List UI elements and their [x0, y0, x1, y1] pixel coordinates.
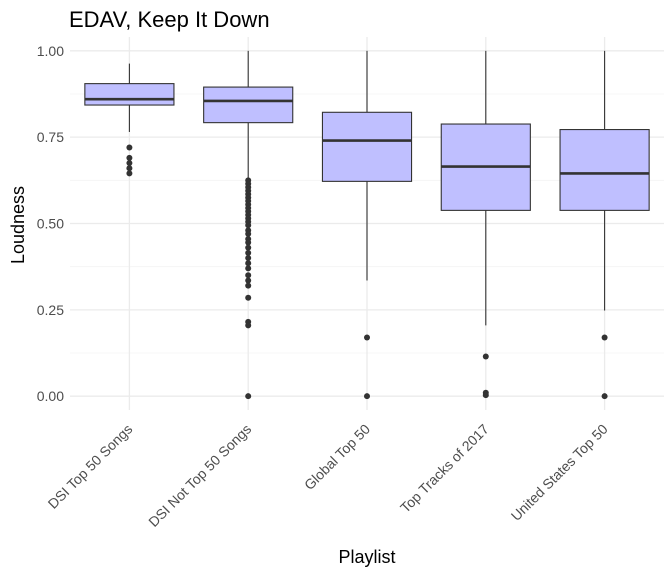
- outlier-point: [245, 255, 252, 262]
- outlier-point: [245, 294, 252, 301]
- box-group: [321, 50, 413, 400]
- x-tick-label: Top Tracks of 2017: [397, 421, 492, 516]
- y-tick-label: 0.50: [37, 216, 64, 232]
- outlier-point: [245, 244, 252, 251]
- outlier-point: [245, 282, 252, 289]
- iqr-box: [84, 83, 175, 106]
- outlier-point: [126, 154, 133, 161]
- iqr-box: [203, 86, 294, 124]
- x-tick-label: DSI Not Top 50 Songs: [145, 421, 254, 530]
- outlier-point: [245, 239, 252, 246]
- x-tick-label: United States Top 50: [508, 421, 611, 524]
- iqr-box: [559, 129, 650, 211]
- x-tick-label: Global Top 50: [301, 421, 373, 493]
- outlier-point: [126, 160, 133, 167]
- box-group: [84, 63, 175, 177]
- outlier-point: [245, 393, 252, 400]
- chart-title: EDAV, Keep It Down: [69, 7, 270, 32]
- y-tick-label: 0.00: [37, 388, 64, 404]
- box-layer: [84, 50, 650, 400]
- outlier-point: [364, 334, 370, 341]
- outlier-point: [245, 265, 252, 272]
- outlier-point: [245, 277, 252, 284]
- outlier-point: [245, 260, 252, 267]
- x-axis-title: Playlist: [338, 547, 395, 567]
- y-tick-label: 0.75: [37, 129, 64, 145]
- outlier-point: [245, 222, 252, 229]
- outlier-point: [126, 170, 133, 177]
- outlier-point: [364, 393, 370, 400]
- outlier-point: [245, 322, 252, 329]
- box-group: [559, 50, 650, 400]
- box-group: [440, 50, 531, 399]
- outlier-point: [126, 144, 133, 151]
- x-tick-label: DSI Top 50 Songs: [45, 421, 136, 512]
- iqr-box: [321, 111, 413, 182]
- outlier-point: [482, 392, 489, 399]
- y-axis-title: Loudness: [8, 186, 28, 264]
- outlier-point: [245, 272, 252, 279]
- outlier-point: [245, 230, 252, 237]
- outlier-point: [126, 165, 133, 172]
- outlier-point: [245, 249, 252, 256]
- outlier-point: [482, 353, 489, 360]
- outlier-point: [601, 334, 608, 341]
- outlier-point: [601, 393, 608, 400]
- y-tick-label: 1.00: [37, 43, 64, 59]
- box-group: [203, 50, 294, 400]
- y-tick-label: 0.25: [37, 302, 64, 318]
